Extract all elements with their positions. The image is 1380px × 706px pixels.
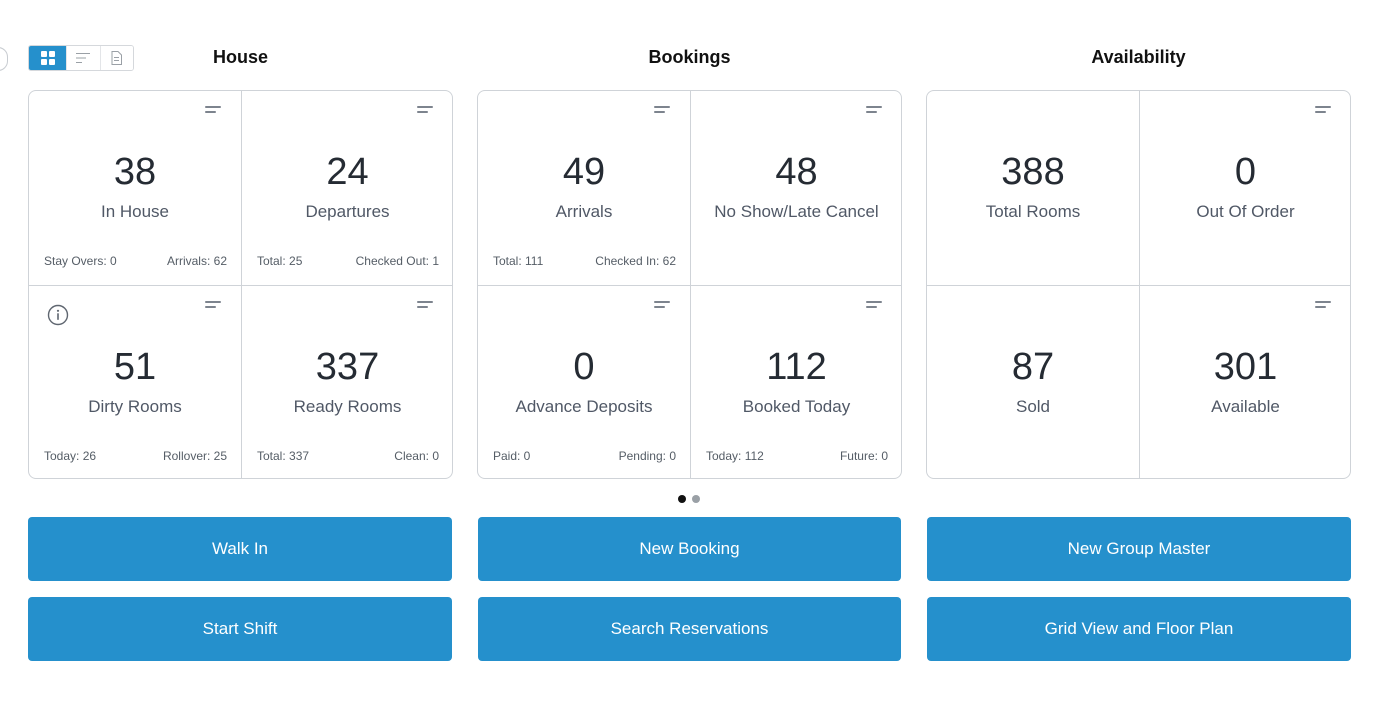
arrivals-tile[interactable]: 49 Arrivals Total: 111 Checked In: 62 <box>478 91 690 285</box>
new-group-master-button[interactable]: New Group Master <box>927 517 1351 581</box>
footer-right: Arrivals: 62 <box>166 254 227 268</box>
total-rooms-tile[interactable]: 388 Total Rooms <box>927 91 1139 285</box>
tile-value: 38 <box>113 151 157 193</box>
tile-label: No Show/Late Cancel <box>714 202 879 221</box>
filter-menu-icon[interactable] <box>1315 301 1331 312</box>
page-dot-1[interactable] <box>678 495 686 503</box>
tile-footer: Total: 111 Checked In: 62 <box>493 254 676 268</box>
in-house-tile[interactable]: 38 In House Stay Overs: 0 Arrivals: 62 <box>29 91 241 285</box>
filter-menu-icon[interactable] <box>654 106 670 117</box>
carousel-pagination <box>678 495 700 503</box>
out-of-order-tile[interactable]: 0 Out Of Order <box>1139 91 1350 285</box>
search-reservations-button[interactable]: Search Reservations <box>478 597 901 661</box>
footer-left: Today: 112 <box>706 449 764 463</box>
departures-tile[interactable]: 24 Departures Total: 25 Checked Out: 1 <box>241 91 452 285</box>
list-sort-icon <box>76 53 91 63</box>
filter-menu-icon[interactable] <box>1315 106 1331 117</box>
advance-deposits-tile[interactable]: 0 Advance Deposits Paid: 0 Pending: 0 <box>478 285 690 478</box>
tile-value: 24 <box>326 151 369 193</box>
footer-right: Future: 0 <box>839 449 888 463</box>
tile-footer: Paid: 0 Pending: 0 <box>493 449 676 463</box>
document-icon <box>111 51 123 65</box>
tile-value: 301 <box>1213 346 1278 388</box>
page-dot-2[interactable] <box>692 495 700 503</box>
filter-menu-icon[interactable] <box>866 106 882 117</box>
filter-menu-icon[interactable] <box>205 106 221 117</box>
availability-title: Availability <box>1091 47 1186 67</box>
footer-left: Stay Overs: 0 <box>44 254 117 268</box>
footer-left: Total: 337 <box>257 449 310 463</box>
tile-value: 0 <box>573 346 595 388</box>
footer-left: Total: 111 <box>493 254 544 268</box>
tile-value: 87 <box>1011 346 1055 388</box>
tile-value: 337 <box>315 346 380 388</box>
grid-icon <box>40 51 55 65</box>
grid-view-floor-plan-button[interactable]: Grid View and Floor Plan <box>927 597 1351 661</box>
tile-footer: Today: 112 Future: 0 <box>706 449 888 463</box>
view-toggle <box>28 45 134 71</box>
tile-label: Booked Today <box>742 397 851 416</box>
ready-rooms-tile[interactable]: 337 Ready Rooms Total: 337 Clean: 0 <box>241 285 452 478</box>
filter-menu-icon[interactable] <box>205 301 221 312</box>
footer-right: Clean: 0 <box>394 449 439 463</box>
tile-footer: Total: 25 Checked Out: 1 <box>257 254 439 268</box>
tile-label: Sold <box>1015 397 1051 416</box>
tile-value: 0 <box>1234 151 1257 193</box>
available-tile[interactable]: 301 Available <box>1139 285 1350 478</box>
tile-label: Dirty Rooms <box>88 397 182 416</box>
house-title: House <box>212 47 268 67</box>
tile-value: 48 <box>775 151 818 193</box>
footer-left: Today: 26 <box>44 449 97 463</box>
bookings-panel: 49 Arrivals Total: 111 Checked In: 62 48 … <box>477 90 902 479</box>
dirty-rooms-tile[interactable]: 51 Dirty Rooms Today: 26 Rollover: 25 <box>29 285 241 478</box>
footer-left: Total: 25 <box>257 254 303 268</box>
tile-label: In House <box>100 202 170 221</box>
filter-menu-icon[interactable] <box>866 301 882 312</box>
no-show-tile[interactable]: 48 No Show/Late Cancel <box>690 91 901 285</box>
filter-menu-icon[interactable] <box>417 106 433 117</box>
tile-label: Departures <box>305 202 390 221</box>
tile-label: Advance Deposits <box>515 397 653 416</box>
list-view-button[interactable] <box>66 46 100 70</box>
report-view-button[interactable] <box>99 46 133 70</box>
house-panel: 38 In House Stay Overs: 0 Arrivals: 62 24… <box>28 90 453 479</box>
tile-label: Out Of Order <box>1196 202 1295 221</box>
collapse-handle[interactable] <box>0 47 8 71</box>
booked-today-tile[interactable]: 112 Booked Today Today: 112 Future: 0 <box>690 285 901 478</box>
tile-value: 112 <box>766 346 827 388</box>
tile-footer: Stay Overs: 0 Arrivals: 62 <box>44 254 227 268</box>
footer-right: Checked In: 62 <box>595 254 676 268</box>
info-icon[interactable] <box>47 304 69 326</box>
tile-value: 49 <box>562 151 606 193</box>
filter-menu-icon[interactable] <box>654 301 670 312</box>
sold-tile[interactable]: 87 Sold <box>927 285 1139 478</box>
filter-menu-icon[interactable] <box>417 301 433 312</box>
start-shift-button[interactable]: Start Shift <box>28 597 452 661</box>
tile-label: Ready Rooms <box>293 397 402 416</box>
footer-left: Paid: 0 <box>493 449 531 463</box>
availability-panel: 388 Total Rooms 0 Out Of Order 87 Sold 3… <box>926 90 1351 479</box>
tile-value: 51 <box>113 346 157 388</box>
tile-footer: Today: 26 Rollover: 25 <box>44 449 227 463</box>
footer-right: Checked Out: 1 <box>355 254 439 268</box>
new-booking-button[interactable]: New Booking <box>478 517 901 581</box>
footer-right: Pending: 0 <box>618 449 676 463</box>
tile-label: Arrivals <box>555 202 613 221</box>
bookings-title: Bookings <box>648 47 731 67</box>
tile-label: Available <box>1211 397 1280 416</box>
tile-footer: Total: 337 Clean: 0 <box>257 449 439 463</box>
footer-right: Rollover: 25 <box>162 449 227 463</box>
tile-label: Total Rooms <box>985 202 1081 221</box>
grid-view-button[interactable] <box>29 46 66 70</box>
tile-value: 388 <box>1001 151 1065 193</box>
walk-in-button[interactable]: Walk In <box>28 517 452 581</box>
